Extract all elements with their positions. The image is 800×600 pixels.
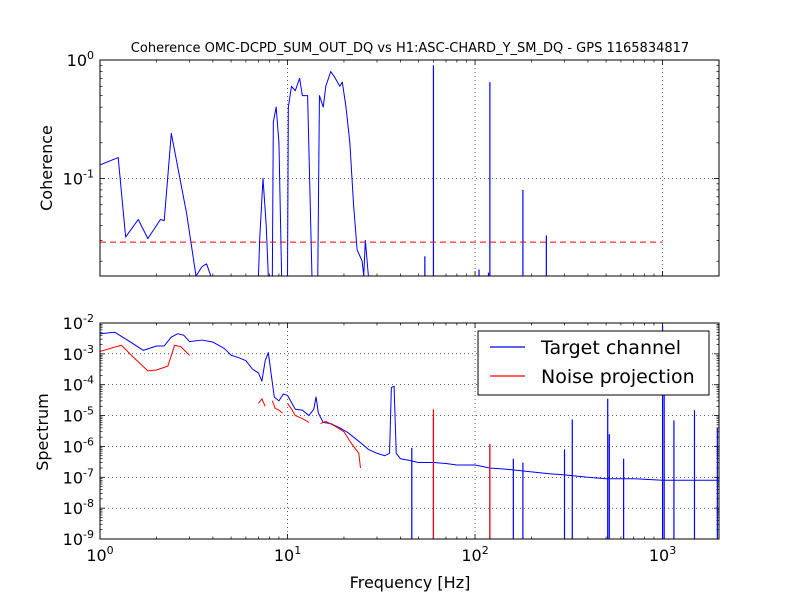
panel-1-axes-frame — [99, 322, 720, 540]
y-tick-label: 100 — [67, 49, 94, 70]
legend-label-noise-projection: Noise projection — [541, 366, 695, 388]
y-tick-label: 10-7 — [63, 466, 94, 487]
y-tick-label: 10-9 — [63, 528, 94, 549]
y-tick-label: 10-6 — [63, 435, 94, 456]
series-0-line — [100, 70, 369, 276]
y-tick-label: 10-2 — [63, 312, 94, 333]
y-tick-label: 10-3 — [63, 343, 94, 364]
frequency-xlabel: Frequency [Hz] — [350, 573, 471, 592]
coherence-ylabel: Coherence — [37, 125, 56, 211]
x-tick-label: 103 — [649, 544, 676, 565]
x-tick-label: 101 — [274, 544, 301, 565]
noise-projection-line — [100, 344, 190, 372]
x-tick-label: 100 — [86, 544, 113, 565]
y-tick-label: 10-1 — [63, 167, 94, 188]
y-tick-label: 10-4 — [63, 374, 94, 395]
legend-box — [477, 330, 710, 396]
target-channel-line — [100, 331, 719, 481]
panel-0-series-layer — [100, 65, 663, 276]
legend-label-target-channel: Target channel — [540, 337, 681, 359]
panel-0-axes-frame — [99, 59, 720, 277]
spectrum-legend: Target channel Noise projection — [477, 330, 710, 396]
noise-projection-line — [287, 403, 310, 423]
coherence-plot: 100 10-1 — [63, 49, 720, 277]
noise-projection-line — [320, 420, 361, 469]
y-tick-label: 10-5 — [63, 405, 94, 426]
y-tick-label: 10-8 — [63, 497, 94, 518]
x-tick-label: 102 — [461, 544, 488, 565]
spectrum-ylabel: Spectrum — [33, 393, 52, 471]
noise-projection-line — [271, 400, 283, 414]
noise-projection-line — [258, 398, 266, 407]
coherence-title: Coherence OMC-DCPD_SUM_OUT_DQ vs H1:ASC-… — [131, 41, 689, 56]
